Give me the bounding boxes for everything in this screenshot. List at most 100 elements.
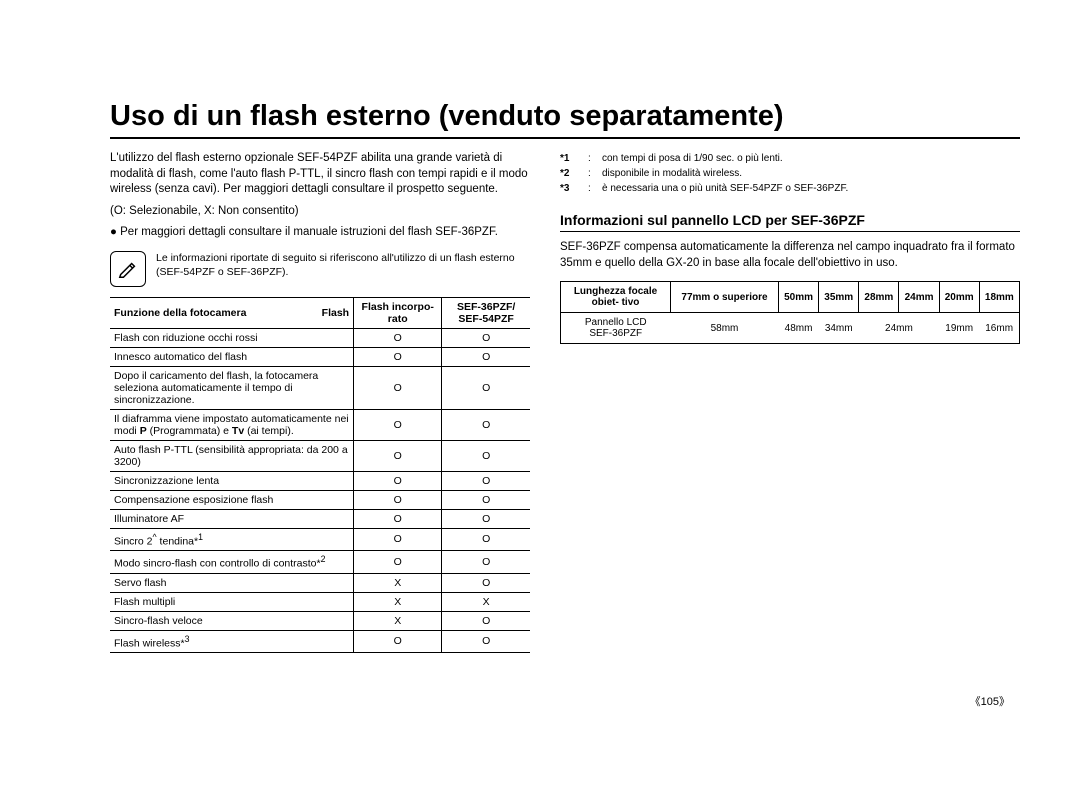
- footnote-star: *3: [560, 181, 580, 196]
- focal-header-cell: Lunghezza focale obiet- tivo: [561, 282, 671, 313]
- footnote-list: *1: con tempi di posa di 1/90 sec. o più …: [560, 151, 1020, 196]
- footnote-star: *2: [560, 166, 580, 181]
- func-cell-name: Flash con riduzione occhi rossi: [110, 328, 354, 347]
- func-cell-builtin: O: [354, 630, 442, 653]
- func-cell-external: O: [442, 551, 530, 574]
- note-box: Le informazioni riportate di seguito si …: [110, 251, 530, 287]
- right-column: *1: con tempi di posa di 1/90 sec. o più …: [560, 151, 1020, 653]
- footnote-text: è necessaria una o più unità SEF-54PZF o…: [602, 181, 848, 196]
- table-row: Il diaframma viene impostato automaticam…: [110, 409, 530, 440]
- footnote-row: *1: con tempi di posa di 1/90 sec. o più …: [560, 151, 1020, 166]
- focal-data-row: Pannello LCDSEF-36PZF58mm48mm34mm24mm19m…: [561, 313, 1020, 344]
- section2-para: SEF-36PZF compensa automaticamente la di…: [560, 240, 1020, 271]
- footnote-text: disponibile in modalità wireless.: [602, 166, 742, 181]
- table-row: Dopo il caricamento del flash, la fotoca…: [110, 366, 530, 409]
- header-left-text: Funzione della fotocamera: [114, 307, 246, 319]
- note-text: Le informazioni riportate di seguito si …: [156, 251, 530, 279]
- func-cell-name: Auto flash P-TTL (sensibilità appropriat…: [110, 440, 354, 471]
- table-row: Modo sincro-flash con controllo di contr…: [110, 551, 530, 574]
- focal-header-cell: 18mm: [979, 282, 1019, 313]
- func-cell-name: Flash wireless*3: [110, 630, 354, 653]
- func-cell-builtin: O: [354, 366, 442, 409]
- focal-header-cell: 35mm: [819, 282, 859, 313]
- focal-data-cell: 16mm: [979, 313, 1019, 344]
- func-cell-external: O: [442, 328, 530, 347]
- focal-header-row: Lunghezza focale obiet- tivo77mm o super…: [561, 282, 1020, 313]
- table-row: Flash wireless*3OO: [110, 630, 530, 653]
- func-cell-external: O: [442, 630, 530, 653]
- func-cell-external: O: [442, 347, 530, 366]
- note-icon: [110, 251, 146, 287]
- func-cell-builtin: O: [354, 509, 442, 528]
- func-cell-builtin: O: [354, 440, 442, 471]
- two-column-layout: L'utilizzo del flash esterno opzionale S…: [110, 151, 1020, 653]
- focal-header-cell: 20mm: [939, 282, 979, 313]
- footnote-colon: :: [588, 166, 594, 181]
- table-row: Sincro-flash veloceXO: [110, 611, 530, 630]
- focal-header-cell: 77mm o superiore: [671, 282, 779, 313]
- table-row: Auto flash P-TTL (sensibilità appropriat…: [110, 440, 530, 471]
- table-row: Servo flashXO: [110, 573, 530, 592]
- footnote-text: con tempi di posa di 1/90 sec. o più len…: [602, 151, 783, 166]
- func-header-external: SEF-36PZF/ SEF-54PZF: [442, 297, 530, 328]
- focal-header-cell: 50mm: [778, 282, 818, 313]
- func-cell-builtin: O: [354, 471, 442, 490]
- func-cell-external: O: [442, 509, 530, 528]
- table-row: Flash multipliXX: [110, 592, 530, 611]
- func-cell-name: Illuminatore AF: [110, 509, 354, 528]
- func-cell-external: O: [442, 366, 530, 409]
- func-cell-builtin: O: [354, 409, 442, 440]
- table-row: Compensazione esposizione flashOO: [110, 490, 530, 509]
- func-cell-name: Dopo il caricamento del flash, la fotoca…: [110, 366, 354, 409]
- func-header-function: Funzione della fotocamera Flash: [110, 297, 354, 328]
- focal-data-cell: 24mm: [859, 313, 939, 344]
- func-cell-builtin: X: [354, 592, 442, 611]
- func-cell-external: O: [442, 490, 530, 509]
- func-cell-builtin: O: [354, 328, 442, 347]
- page-title: Uso di un flash esterno (venduto separat…: [110, 100, 1020, 139]
- function-table: Funzione della fotocamera Flash Flash in…: [110, 297, 530, 654]
- focal-header-cell: 28mm: [859, 282, 899, 313]
- func-cell-name: Sincro 2^ tendina*1: [110, 528, 354, 551]
- func-cell-builtin: X: [354, 611, 442, 630]
- focal-data-cell: 48mm: [778, 313, 818, 344]
- func-cell-external: O: [442, 440, 530, 471]
- focal-data-cell: 19mm: [939, 313, 979, 344]
- func-cell-builtin: O: [354, 347, 442, 366]
- func-cell-name: Flash multipli: [110, 592, 354, 611]
- func-cell-builtin: X: [354, 573, 442, 592]
- focal-data-cell: 34mm: [819, 313, 859, 344]
- func-cell-name: Modo sincro-flash con controllo di contr…: [110, 551, 354, 574]
- document-page: Uso di un flash esterno (venduto separat…: [0, 0, 1080, 739]
- func-cell-name: Il diaframma viene impostato automaticam…: [110, 409, 354, 440]
- func-cell-external: X: [442, 592, 530, 611]
- func-cell-name: Sincro-flash veloce: [110, 611, 354, 630]
- focal-length-table: Lunghezza focale obiet- tivo77mm o super…: [560, 281, 1020, 344]
- func-cell-external: O: [442, 528, 530, 551]
- func-cell-builtin: O: [354, 551, 442, 574]
- table-row: Sincronizzazione lentaOO: [110, 471, 530, 490]
- footnote-row: *3: è necessaria una o più unità SEF-54PZ…: [560, 181, 1020, 196]
- func-cell-name: Servo flash: [110, 573, 354, 592]
- header-right-text: Flash: [322, 307, 349, 319]
- focal-header-cell: 24mm: [899, 282, 939, 313]
- func-cell-external: O: [442, 471, 530, 490]
- func-cell-external: O: [442, 409, 530, 440]
- footnote-star: *1: [560, 151, 580, 166]
- func-cell-name: Innesco automatico del flash: [110, 347, 354, 366]
- footnote-colon: :: [588, 151, 594, 166]
- table-row: Innesco automatico del flashOO: [110, 347, 530, 366]
- table-header-row: Funzione della fotocamera Flash Flash in…: [110, 297, 530, 328]
- func-cell-name: Sincronizzazione lenta: [110, 471, 354, 490]
- footnote-colon: :: [588, 181, 594, 196]
- footnote-row: *2: disponibile in modalità wireless.: [560, 166, 1020, 181]
- detail-bullet: ● Per maggiori dettagli consultare il ma…: [110, 225, 530, 241]
- focal-row-label: Pannello LCDSEF-36PZF: [561, 313, 671, 344]
- table-row: Sincro 2^ tendina*1OO: [110, 528, 530, 551]
- func-header-builtin: Flash incorpo- rato: [354, 297, 442, 328]
- legend-text: (O: Selezionabile, X: Non consentito): [110, 204, 530, 220]
- intro-paragraph: L'utilizzo del flash esterno opzionale S…: [110, 151, 530, 198]
- table-row: Illuminatore AFOO: [110, 509, 530, 528]
- section-heading-lcd: Informazioni sul pannello LCD per SEF-36…: [560, 212, 1020, 232]
- focal-data-cell: 58mm: [671, 313, 779, 344]
